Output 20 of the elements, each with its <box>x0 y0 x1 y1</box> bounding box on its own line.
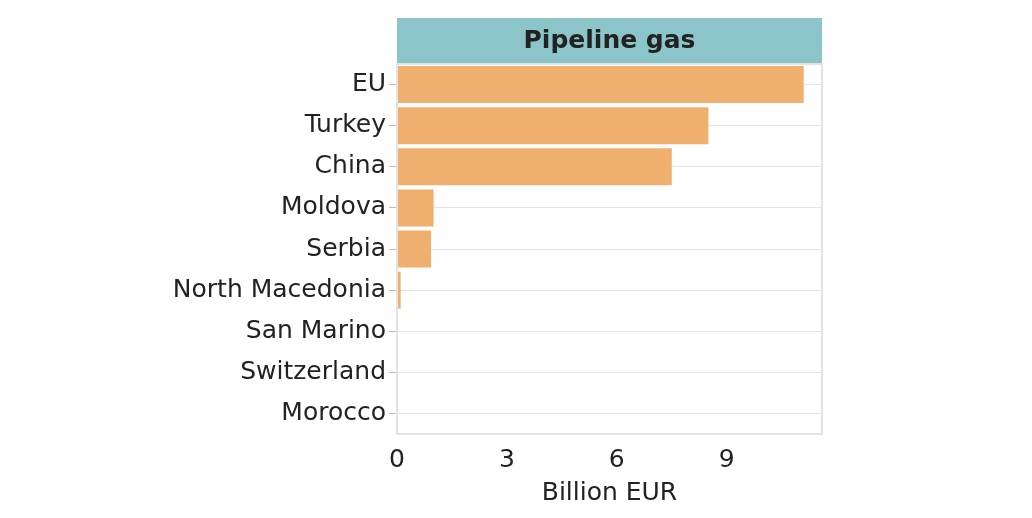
bar <box>397 230 432 268</box>
y-tick-label: North Macedonia <box>172 273 386 303</box>
bar <box>397 148 672 186</box>
y-tick-label: China <box>314 150 386 180</box>
x-tick-label: 3 <box>498 443 515 473</box>
x-tick-label: 6 <box>608 443 625 473</box>
y-tick-label: EU <box>351 68 386 98</box>
bar <box>397 66 804 104</box>
y-tick-label: Morocco <box>281 396 386 426</box>
y-tick-label: Serbia <box>306 232 386 262</box>
x-axis-title: Billion EUR <box>541 476 678 506</box>
chart-title: Pipeline gas <box>523 24 696 54</box>
y-tick-label: Turkey <box>303 109 387 139</box>
x-tick-label: 9 <box>718 443 735 473</box>
bar <box>397 189 434 227</box>
x-tick-label: 0 <box>389 443 405 473</box>
y-tick-label: San Marino <box>245 314 386 344</box>
y-tick-label: Moldova <box>280 191 386 221</box>
bar <box>397 107 709 145</box>
y-tick-label: Switzerland <box>240 355 386 385</box>
